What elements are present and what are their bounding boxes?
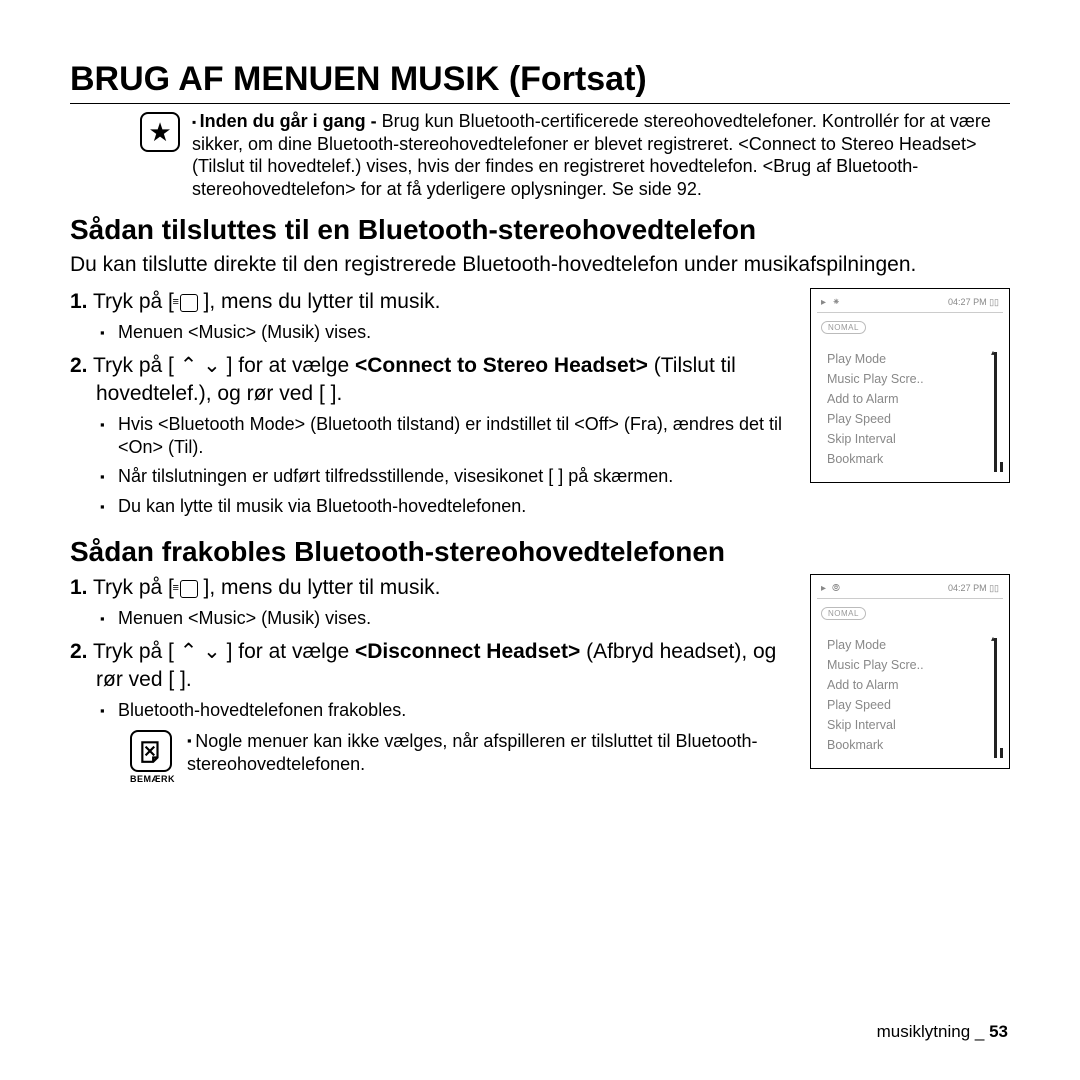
device-time: 04:27 PM bbox=[948, 297, 987, 307]
connect-step1: 1. Tryk på [ ≡ ], mens du lytter til mus… bbox=[70, 288, 792, 316]
note-icon bbox=[130, 730, 172, 772]
device-menu-item: Music Play Scre.. bbox=[827, 658, 986, 672]
device-menu-item: Skip Interval bbox=[827, 718, 986, 732]
device-time: 04:27 PM bbox=[948, 583, 987, 593]
device-menu-item: Bookmark bbox=[827, 452, 986, 466]
device-menu-list: Play Mode Music Play Scre.. Add to Alarm… bbox=[827, 638, 986, 758]
updown-icon: ⌃ ⌄ bbox=[180, 354, 221, 377]
device-menu-item: Add to Alarm bbox=[827, 678, 986, 692]
updown-icon: ⌃ ⌄ bbox=[180, 640, 221, 663]
play-icon: ▸ bbox=[821, 297, 826, 308]
battery-icon: ▯▯ bbox=[989, 297, 999, 307]
star-icon: ★ bbox=[140, 112, 180, 152]
connect-intro: Du kan tilslutte direkte til den registr… bbox=[70, 252, 1010, 278]
bt-icon: ⁕ bbox=[832, 297, 840, 308]
remark-label: BEMÆRK bbox=[130, 774, 175, 784]
connect-step1-sub1: Menuen <Music> (Musik) vises. bbox=[118, 321, 792, 344]
connect-heading: Sådan tilsluttes til en Bluetooth-stereo… bbox=[70, 214, 1010, 246]
connect-step2-sub1: Hvis <Bluetooth Mode> (Bluetooth tilstan… bbox=[118, 413, 792, 460]
device-menu-item: Play Mode bbox=[827, 638, 986, 652]
connect-step2: 2. Tryk på [ ⌃ ⌄ ] for at vælge <Connect… bbox=[70, 352, 792, 409]
disconnect-step1-sub1: Menuen <Music> (Musik) vises. bbox=[118, 607, 792, 630]
pre-note-lead: Inden du går i gang - bbox=[200, 111, 382, 131]
page-footer: musiklytning _ 53 bbox=[877, 1022, 1008, 1042]
connect-steps: 1. Tryk på [ ≡ ], mens du lytter til mus… bbox=[70, 288, 792, 526]
connect-step2-sub3: Du kan lytte til musik via Bluetooth-hov… bbox=[118, 495, 792, 518]
device-tag: NOMAL bbox=[821, 607, 866, 620]
disconnect-steps: 1. Tryk på [ ≡ ], mens du lytter til mus… bbox=[70, 574, 792, 784]
menu-button-icon: ≡ bbox=[180, 294, 198, 312]
device-mock-disconnect: ▸ ⦾ 04:27 PM ▯▯ NOMAL Play Mode Music Pla… bbox=[810, 574, 1010, 769]
battery-icon: ▯▯ bbox=[989, 583, 999, 593]
pre-note-text: Inden du går i gang - Brug kun Bluetooth… bbox=[192, 110, 1010, 200]
disconnect-heading: Sådan frakobles Bluetooth-stereohovedtel… bbox=[70, 536, 1010, 568]
device-menu-item: Skip Interval bbox=[827, 432, 986, 446]
device-tag: NOMAL bbox=[821, 321, 866, 334]
disconnect-step2-sub1: Bluetooth-hovedtelefonen frakobles. bbox=[118, 699, 792, 722]
device-scrollbar: ▴ bbox=[994, 352, 997, 472]
device-menu-item: Play Mode bbox=[827, 352, 986, 366]
device-menu-item: Play Speed bbox=[827, 412, 986, 426]
device-menu-item: Add to Alarm bbox=[827, 392, 986, 406]
device-menu-item: Bookmark bbox=[827, 738, 986, 752]
device-menu-item: Music Play Scre.. bbox=[827, 372, 986, 386]
page-title: BRUG AF MENUEN MUSIK (Fortsat) bbox=[70, 60, 1010, 104]
device-menu-list: Play Mode Music Play Scre.. Add to Alarm… bbox=[827, 352, 986, 472]
connect-step2-sub2: Når tilslutningen er udført tilfredsstil… bbox=[118, 465, 792, 488]
remark-text: Nogle menuer kan ikke vælges, når afspil… bbox=[187, 730, 792, 777]
device-scrollbar: ▴ bbox=[994, 638, 997, 758]
bt-paired-icon: ⦾ bbox=[832, 583, 840, 594]
device-menu-item: Play Speed bbox=[827, 698, 986, 712]
device-mock-connect: ▸ ⁕ 04:27 PM ▯▯ NOMAL Play Mode Music Pla… bbox=[810, 288, 1010, 483]
disconnect-step2: 2. Tryk på [ ⌃ ⌄ ] for at vælge <Disconn… bbox=[70, 638, 792, 695]
pre-note-block: ★ Inden du går i gang - Brug kun Bluetoo… bbox=[140, 110, 1010, 200]
play-icon: ▸ bbox=[821, 583, 826, 594]
menu-button-icon: ≡ bbox=[180, 580, 198, 598]
remark-block: BEMÆRK Nogle menuer kan ikke vælges, når… bbox=[130, 730, 792, 784]
disconnect-step1: 1. Tryk på [ ≡ ], mens du lytter til mus… bbox=[70, 574, 792, 602]
